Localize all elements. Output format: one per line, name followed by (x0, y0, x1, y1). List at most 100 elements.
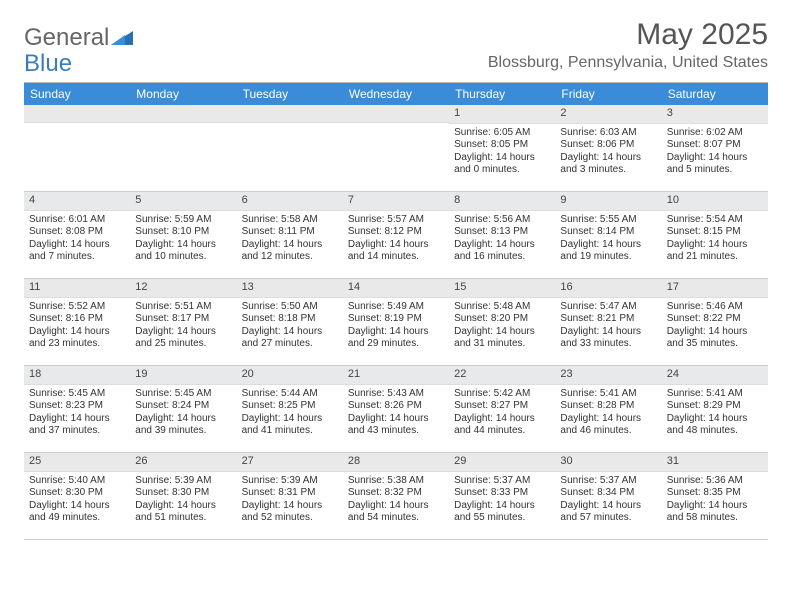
daylight-text: Daylight: 14 hours and 25 minutes. (135, 326, 231, 351)
day-info: Sunrise: 5:47 AMSunset: 8:21 PMDaylight:… (555, 298, 661, 356)
day-info: Sunrise: 5:36 AMSunset: 8:35 PMDaylight:… (662, 472, 768, 530)
day-info: Sunrise: 6:05 AMSunset: 8:05 PMDaylight:… (449, 124, 555, 182)
sunset-text: Sunset: 8:34 PM (560, 487, 656, 500)
sunrise-text: Sunrise: 5:47 AM (560, 301, 656, 314)
sunset-text: Sunset: 8:31 PM (242, 487, 338, 500)
day-number: 15 (449, 279, 555, 298)
daylight-text: Daylight: 14 hours and 54 minutes. (348, 500, 444, 525)
day-cell: 25Sunrise: 5:40 AMSunset: 8:30 PMDayligh… (24, 453, 130, 539)
daylight-text: Daylight: 14 hours and 10 minutes. (135, 239, 231, 264)
day-cell: 12Sunrise: 5:51 AMSunset: 8:17 PMDayligh… (130, 279, 236, 365)
day-number: 21 (343, 366, 449, 385)
day-header: Tuesday (237, 83, 343, 105)
daylight-text: Daylight: 14 hours and 33 minutes. (560, 326, 656, 351)
daylight-text: Daylight: 14 hours and 31 minutes. (454, 326, 550, 351)
day-info: Sunrise: 5:41 AMSunset: 8:28 PMDaylight:… (555, 385, 661, 443)
sunset-text: Sunset: 8:19 PM (348, 313, 444, 326)
day-cell: 19Sunrise: 5:45 AMSunset: 8:24 PMDayligh… (130, 366, 236, 452)
day-info: Sunrise: 5:54 AMSunset: 8:15 PMDaylight:… (662, 211, 768, 269)
day-number: 9 (555, 192, 661, 211)
daylight-text: Daylight: 14 hours and 29 minutes. (348, 326, 444, 351)
title-block: May 2025 Blossburg, Pennsylvania, United… (488, 18, 768, 72)
calendar-grid: Sunday Monday Tuesday Wednesday Thursday… (24, 82, 768, 540)
day-number: 18 (24, 366, 130, 385)
sunrise-text: Sunrise: 5:42 AM (454, 388, 550, 401)
day-info: Sunrise: 5:41 AMSunset: 8:29 PMDaylight:… (662, 385, 768, 443)
sunrise-text: Sunrise: 6:03 AM (560, 127, 656, 140)
day-cell: 27Sunrise: 5:39 AMSunset: 8:31 PMDayligh… (237, 453, 343, 539)
day-cell: 8Sunrise: 5:56 AMSunset: 8:13 PMDaylight… (449, 192, 555, 278)
week-row: 1Sunrise: 6:05 AMSunset: 8:05 PMDaylight… (24, 105, 768, 192)
sunset-text: Sunset: 8:27 PM (454, 400, 550, 413)
sunrise-text: Sunrise: 5:55 AM (560, 214, 656, 227)
daylight-text: Daylight: 14 hours and 7 minutes. (29, 239, 125, 264)
day-cell: 11Sunrise: 5:52 AMSunset: 8:16 PMDayligh… (24, 279, 130, 365)
day-cell: 14Sunrise: 5:49 AMSunset: 8:19 PMDayligh… (343, 279, 449, 365)
daylight-text: Daylight: 14 hours and 43 minutes. (348, 413, 444, 438)
sunrise-text: Sunrise: 5:45 AM (29, 388, 125, 401)
day-info: Sunrise: 5:57 AMSunset: 8:12 PMDaylight:… (343, 211, 449, 269)
sunrise-text: Sunrise: 5:44 AM (242, 388, 338, 401)
logo-text-blue: Blue (24, 50, 72, 78)
sunrise-text: Sunrise: 5:38 AM (348, 475, 444, 488)
sunset-text: Sunset: 8:16 PM (29, 313, 125, 326)
day-number: 23 (555, 366, 661, 385)
sunset-text: Sunset: 8:11 PM (242, 226, 338, 239)
sunrise-text: Sunrise: 5:46 AM (667, 301, 763, 314)
sunrise-text: Sunrise: 5:39 AM (135, 475, 231, 488)
day-number: 2 (555, 105, 661, 124)
day-info: Sunrise: 5:40 AMSunset: 8:30 PMDaylight:… (24, 472, 130, 530)
logo-triangle-icon (111, 29, 133, 47)
day-cell: 22Sunrise: 5:42 AMSunset: 8:27 PMDayligh… (449, 366, 555, 452)
sunrise-text: Sunrise: 5:52 AM (29, 301, 125, 314)
day-cell: 16Sunrise: 5:47 AMSunset: 8:21 PMDayligh… (555, 279, 661, 365)
day-header: Monday (130, 83, 236, 105)
day-cell: 18Sunrise: 5:45 AMSunset: 8:23 PMDayligh… (24, 366, 130, 452)
day-number (343, 105, 449, 123)
day-number: 31 (662, 453, 768, 472)
daylight-text: Daylight: 14 hours and 48 minutes. (667, 413, 763, 438)
daylight-text: Daylight: 14 hours and 55 minutes. (454, 500, 550, 525)
sunset-text: Sunset: 8:22 PM (667, 313, 763, 326)
day-number: 11 (24, 279, 130, 298)
daylight-text: Daylight: 14 hours and 12 minutes. (242, 239, 338, 264)
sunset-text: Sunset: 8:29 PM (667, 400, 763, 413)
day-info: Sunrise: 5:37 AMSunset: 8:34 PMDaylight:… (555, 472, 661, 530)
sunrise-text: Sunrise: 5:37 AM (454, 475, 550, 488)
sunset-text: Sunset: 8:35 PM (667, 487, 763, 500)
sunset-text: Sunset: 8:18 PM (242, 313, 338, 326)
day-number: 19 (130, 366, 236, 385)
day-number: 29 (449, 453, 555, 472)
day-cell (343, 105, 449, 191)
sunset-text: Sunset: 8:12 PM (348, 226, 444, 239)
sunrise-text: Sunrise: 5:48 AM (454, 301, 550, 314)
daylight-text: Daylight: 14 hours and 52 minutes. (242, 500, 338, 525)
day-info: Sunrise: 5:38 AMSunset: 8:32 PMDaylight:… (343, 472, 449, 530)
day-header: Thursday (449, 83, 555, 105)
logo: General (24, 24, 135, 52)
sunrise-text: Sunrise: 5:45 AM (135, 388, 231, 401)
day-info: Sunrise: 5:43 AMSunset: 8:26 PMDaylight:… (343, 385, 449, 443)
day-info: Sunrise: 5:55 AMSunset: 8:14 PMDaylight:… (555, 211, 661, 269)
day-info: Sunrise: 5:51 AMSunset: 8:17 PMDaylight:… (130, 298, 236, 356)
day-number: 20 (237, 366, 343, 385)
daylight-text: Daylight: 14 hours and 49 minutes. (29, 500, 125, 525)
day-number: 14 (343, 279, 449, 298)
daylight-text: Daylight: 14 hours and 16 minutes. (454, 239, 550, 264)
sunset-text: Sunset: 8:14 PM (560, 226, 656, 239)
day-number (24, 105, 130, 123)
day-info: Sunrise: 5:45 AMSunset: 8:24 PMDaylight:… (130, 385, 236, 443)
day-cell: 17Sunrise: 5:46 AMSunset: 8:22 PMDayligh… (662, 279, 768, 365)
day-info: Sunrise: 5:52 AMSunset: 8:16 PMDaylight:… (24, 298, 130, 356)
sunset-text: Sunset: 8:32 PM (348, 487, 444, 500)
daylight-text: Daylight: 14 hours and 19 minutes. (560, 239, 656, 264)
day-header: Saturday (662, 83, 768, 105)
day-number: 26 (130, 453, 236, 472)
sunrise-text: Sunrise: 5:37 AM (560, 475, 656, 488)
sunrise-text: Sunrise: 5:36 AM (667, 475, 763, 488)
sunrise-text: Sunrise: 5:58 AM (242, 214, 338, 227)
sunrise-text: Sunrise: 5:59 AM (135, 214, 231, 227)
sunset-text: Sunset: 8:10 PM (135, 226, 231, 239)
week-row: 18Sunrise: 5:45 AMSunset: 8:23 PMDayligh… (24, 366, 768, 453)
day-info: Sunrise: 5:56 AMSunset: 8:13 PMDaylight:… (449, 211, 555, 269)
